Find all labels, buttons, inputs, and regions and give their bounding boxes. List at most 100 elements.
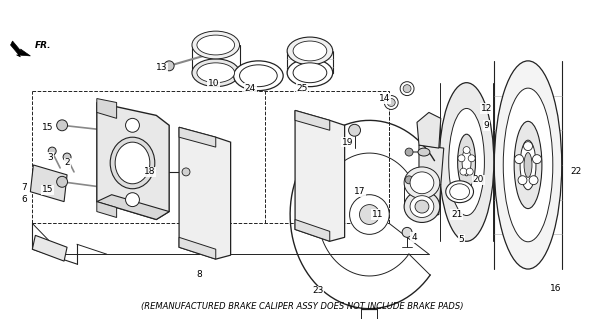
- Text: 24: 24: [245, 84, 256, 93]
- Text: 25: 25: [296, 84, 308, 93]
- Text: 3: 3: [47, 153, 53, 162]
- Polygon shape: [32, 235, 67, 261]
- Polygon shape: [97, 202, 117, 218]
- Text: 22: 22: [570, 167, 581, 176]
- Circle shape: [529, 176, 538, 185]
- Circle shape: [350, 195, 389, 234]
- Text: 21: 21: [451, 210, 462, 219]
- Polygon shape: [419, 145, 443, 190]
- Circle shape: [57, 176, 68, 187]
- Polygon shape: [97, 99, 117, 118]
- Ellipse shape: [462, 148, 471, 176]
- Ellipse shape: [410, 196, 434, 218]
- Polygon shape: [417, 182, 441, 220]
- Text: 18: 18: [143, 167, 155, 176]
- Polygon shape: [179, 127, 231, 259]
- Circle shape: [400, 82, 414, 96]
- Text: 7: 7: [22, 183, 27, 192]
- Polygon shape: [179, 237, 216, 259]
- Circle shape: [466, 168, 473, 175]
- Ellipse shape: [449, 108, 485, 215]
- Ellipse shape: [450, 184, 469, 200]
- Text: 2: 2: [64, 158, 70, 167]
- Polygon shape: [97, 102, 169, 220]
- Circle shape: [359, 204, 379, 224]
- Ellipse shape: [446, 181, 474, 203]
- Circle shape: [402, 228, 412, 237]
- Circle shape: [468, 155, 475, 162]
- Ellipse shape: [520, 140, 536, 190]
- Ellipse shape: [439, 83, 494, 241]
- Text: (REMANUFACTURED BRAKE CALIPER ASSY DOES NOT INCLUDE BRAKE PADS): (REMANUFACTURED BRAKE CALIPER ASSY DOES …: [141, 302, 463, 311]
- Ellipse shape: [457, 134, 476, 190]
- Text: FR.: FR.: [34, 41, 51, 50]
- Ellipse shape: [503, 88, 553, 242]
- Circle shape: [458, 155, 465, 162]
- Ellipse shape: [418, 176, 430, 184]
- Text: 17: 17: [354, 187, 365, 196]
- Circle shape: [405, 148, 413, 156]
- Ellipse shape: [415, 200, 429, 213]
- Text: 14: 14: [379, 94, 390, 103]
- Text: 6: 6: [22, 195, 27, 204]
- Text: 19: 19: [342, 138, 353, 147]
- Ellipse shape: [494, 61, 561, 269]
- Text: 23: 23: [312, 286, 324, 295]
- Circle shape: [463, 147, 470, 154]
- Ellipse shape: [234, 61, 283, 91]
- Circle shape: [164, 61, 174, 71]
- Circle shape: [63, 153, 71, 161]
- Circle shape: [384, 96, 398, 109]
- Circle shape: [515, 155, 523, 164]
- Ellipse shape: [197, 63, 235, 83]
- Ellipse shape: [192, 59, 240, 87]
- Ellipse shape: [240, 65, 277, 87]
- Circle shape: [518, 176, 527, 185]
- Text: 12: 12: [481, 104, 492, 113]
- Polygon shape: [10, 41, 30, 57]
- Ellipse shape: [110, 137, 155, 189]
- Ellipse shape: [418, 148, 430, 156]
- Ellipse shape: [293, 41, 327, 61]
- Circle shape: [48, 147, 56, 155]
- Circle shape: [348, 124, 361, 136]
- Polygon shape: [295, 110, 330, 130]
- Ellipse shape: [287, 37, 333, 65]
- Text: 5: 5: [459, 235, 465, 244]
- Ellipse shape: [115, 142, 150, 184]
- Circle shape: [387, 99, 395, 107]
- Circle shape: [57, 120, 68, 131]
- Text: 15: 15: [42, 123, 53, 132]
- Text: 16: 16: [550, 284, 561, 293]
- Circle shape: [182, 168, 190, 176]
- Text: 20: 20: [473, 175, 484, 184]
- Ellipse shape: [514, 121, 542, 209]
- Text: 15: 15: [42, 185, 53, 194]
- Circle shape: [523, 142, 532, 151]
- Text: 13: 13: [155, 63, 167, 72]
- Polygon shape: [295, 110, 345, 241]
- Ellipse shape: [410, 172, 434, 194]
- Polygon shape: [417, 112, 441, 148]
- Circle shape: [403, 85, 411, 92]
- Text: 9: 9: [483, 121, 489, 130]
- Polygon shape: [30, 165, 67, 202]
- Text: 10: 10: [208, 79, 220, 88]
- Circle shape: [460, 168, 467, 175]
- Text: 8: 8: [196, 269, 202, 278]
- Ellipse shape: [192, 31, 240, 59]
- Polygon shape: [295, 220, 330, 241]
- Ellipse shape: [287, 59, 333, 87]
- Ellipse shape: [197, 35, 235, 55]
- Circle shape: [126, 193, 139, 207]
- Polygon shape: [179, 127, 216, 147]
- Ellipse shape: [404, 167, 440, 199]
- Text: 4: 4: [411, 233, 417, 242]
- Circle shape: [126, 118, 139, 132]
- Circle shape: [405, 176, 413, 184]
- Ellipse shape: [293, 63, 327, 83]
- Ellipse shape: [404, 191, 440, 222]
- Circle shape: [532, 155, 541, 164]
- Text: 11: 11: [371, 210, 383, 219]
- Polygon shape: [97, 195, 169, 220]
